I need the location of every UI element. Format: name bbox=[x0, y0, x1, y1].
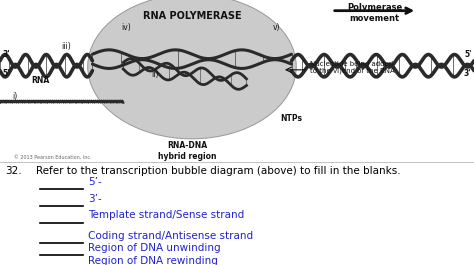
Text: Region of DNA rewinding: Region of DNA rewinding bbox=[88, 256, 218, 265]
Text: 5': 5' bbox=[464, 50, 472, 59]
Text: © 2013 Pearson Education, Inc.: © 2013 Pearson Education, Inc. bbox=[14, 155, 92, 160]
Ellipse shape bbox=[88, 0, 296, 139]
Text: 3': 3' bbox=[2, 50, 10, 59]
Text: RNA: RNA bbox=[31, 76, 49, 85]
Text: 3’-: 3’- bbox=[88, 193, 101, 204]
Text: v): v) bbox=[273, 23, 280, 32]
Text: NTPs: NTPs bbox=[281, 114, 302, 123]
Text: Coding strand/Antisense strand: Coding strand/Antisense strand bbox=[88, 231, 253, 241]
Text: ii): ii) bbox=[152, 70, 159, 79]
Text: Refer to the transcription bubble diagram (above) to fill in the blanks.: Refer to the transcription bubble diagra… bbox=[36, 166, 400, 176]
Text: iii): iii) bbox=[62, 42, 72, 51]
Text: Region of DNA unwinding: Region of DNA unwinding bbox=[88, 243, 220, 253]
Text: Nucleotide being added
to the vi)end of the RNA: Nucleotide being added to the vi)end of … bbox=[310, 61, 395, 74]
Text: i): i) bbox=[12, 92, 17, 101]
Text: 3': 3' bbox=[464, 69, 472, 78]
Text: 5': 5' bbox=[2, 69, 10, 78]
Text: Polymerase
movement: Polymerase movement bbox=[347, 3, 402, 23]
Text: 32.: 32. bbox=[5, 166, 21, 176]
Text: Template strand/Sense strand: Template strand/Sense strand bbox=[88, 210, 244, 220]
Text: RNA-DNA
hybrid region: RNA-DNA hybrid region bbox=[158, 142, 217, 161]
Text: iv): iv) bbox=[121, 23, 131, 32]
Text: 5’-: 5’- bbox=[88, 176, 101, 187]
Text: RNA POLYMERASE: RNA POLYMERASE bbox=[143, 11, 241, 21]
